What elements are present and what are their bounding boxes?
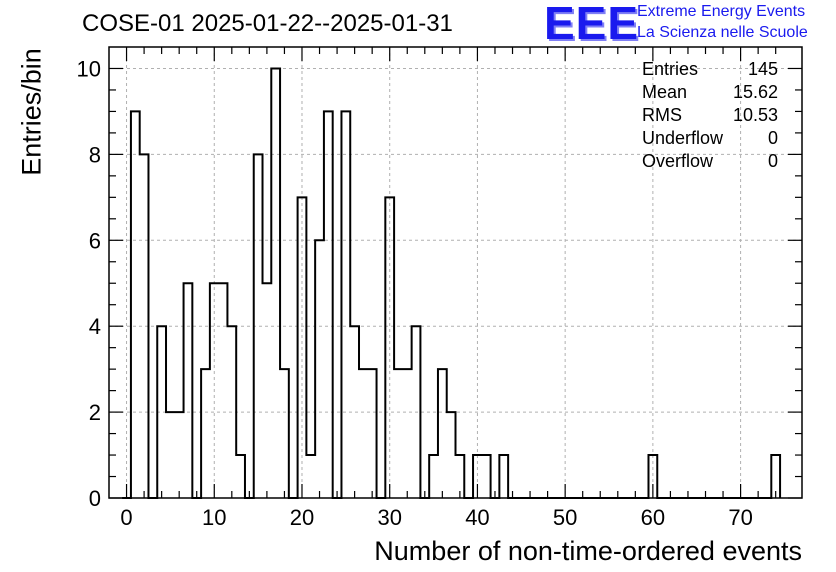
logo-line-1: Extreme Energy Events: [637, 3, 806, 20]
histogram-bin: [341, 111, 350, 498]
stat-row-mean: Mean 15.62: [642, 81, 778, 104]
histogram-bin: [482, 455, 491, 498]
histogram-bin: [271, 68, 280, 498]
x-tick-label: 20: [290, 505, 314, 530]
x-tick-label: 0: [120, 505, 132, 530]
histogram-bin: [236, 455, 245, 498]
x-tick-label: 30: [377, 505, 401, 530]
eee-logo: EEE: [544, 0, 640, 49]
stat-label: RMS: [642, 105, 682, 125]
stat-value: 10.53: [732, 105, 778, 125]
y-tick-label: 0: [89, 486, 101, 511]
histogram-bin: [429, 455, 438, 498]
histogram-bin: [201, 369, 210, 498]
stat-label: Mean: [642, 82, 688, 102]
histogram-bin: [359, 369, 368, 498]
stat-row-rms: RMS 10.53: [642, 104, 778, 127]
stat-label: Overflow: [642, 151, 714, 171]
logo-line-2: La Scienza nelle Scuole: [637, 24, 808, 41]
histogram-bin: [394, 369, 403, 498]
x-tick-label: 70: [728, 505, 752, 530]
histogram-bin: [306, 455, 315, 498]
y-tick-label: 2: [89, 400, 101, 425]
stat-row-overflow: Overflow 0: [642, 150, 778, 173]
histogram-bin: [166, 412, 175, 498]
x-tick-label: 10: [202, 505, 226, 530]
x-tick-label: 60: [641, 505, 665, 530]
stat-label: Underflow: [642, 128, 724, 148]
y-tick-label: 8: [89, 142, 101, 167]
x-tick-label: 50: [553, 505, 577, 530]
y-axis-label: Entries/bin: [16, 48, 47, 176]
histogram-bin: [438, 369, 447, 498]
stats-box: Entries 145 Mean 15.62 RMS 10.53 Underfl…: [642, 58, 778, 173]
y-tick-label: 6: [89, 228, 101, 253]
x-tick-label: 40: [465, 505, 489, 530]
plot-frame: [108, 46, 803, 499]
histogram-bin: [499, 455, 508, 498]
stat-value: 0: [767, 151, 778, 171]
y-tick-label: 4: [89, 314, 101, 339]
histogram-bin: [280, 369, 289, 498]
histogram-bin: [184, 283, 193, 498]
stat-value: 0: [767, 128, 778, 148]
y-tick-label: 10: [77, 56, 101, 81]
stat-row-entries: Entries 145: [642, 58, 778, 81]
histogram-bin: [403, 369, 412, 498]
histogram-bin: [131, 111, 140, 498]
histogram-bin: [175, 412, 184, 498]
histogram-bin: [368, 369, 377, 498]
stat-row-underflow: Underflow 0: [642, 127, 778, 150]
chart-title: COSE-01 2025-01-22--2025-01-31: [82, 10, 453, 37]
stat-value: 145: [747, 59, 778, 79]
x-axis-label: Number of non-time-ordered events: [374, 536, 802, 566]
stat-value: 15.62: [732, 82, 778, 102]
histogram-bin: [219, 283, 228, 498]
histogram-bin: [447, 412, 456, 498]
histogram-bin: [263, 283, 272, 498]
histogram-bin: [315, 240, 324, 498]
stat-label: Entries: [642, 59, 699, 79]
histogram-bin: [324, 111, 333, 498]
